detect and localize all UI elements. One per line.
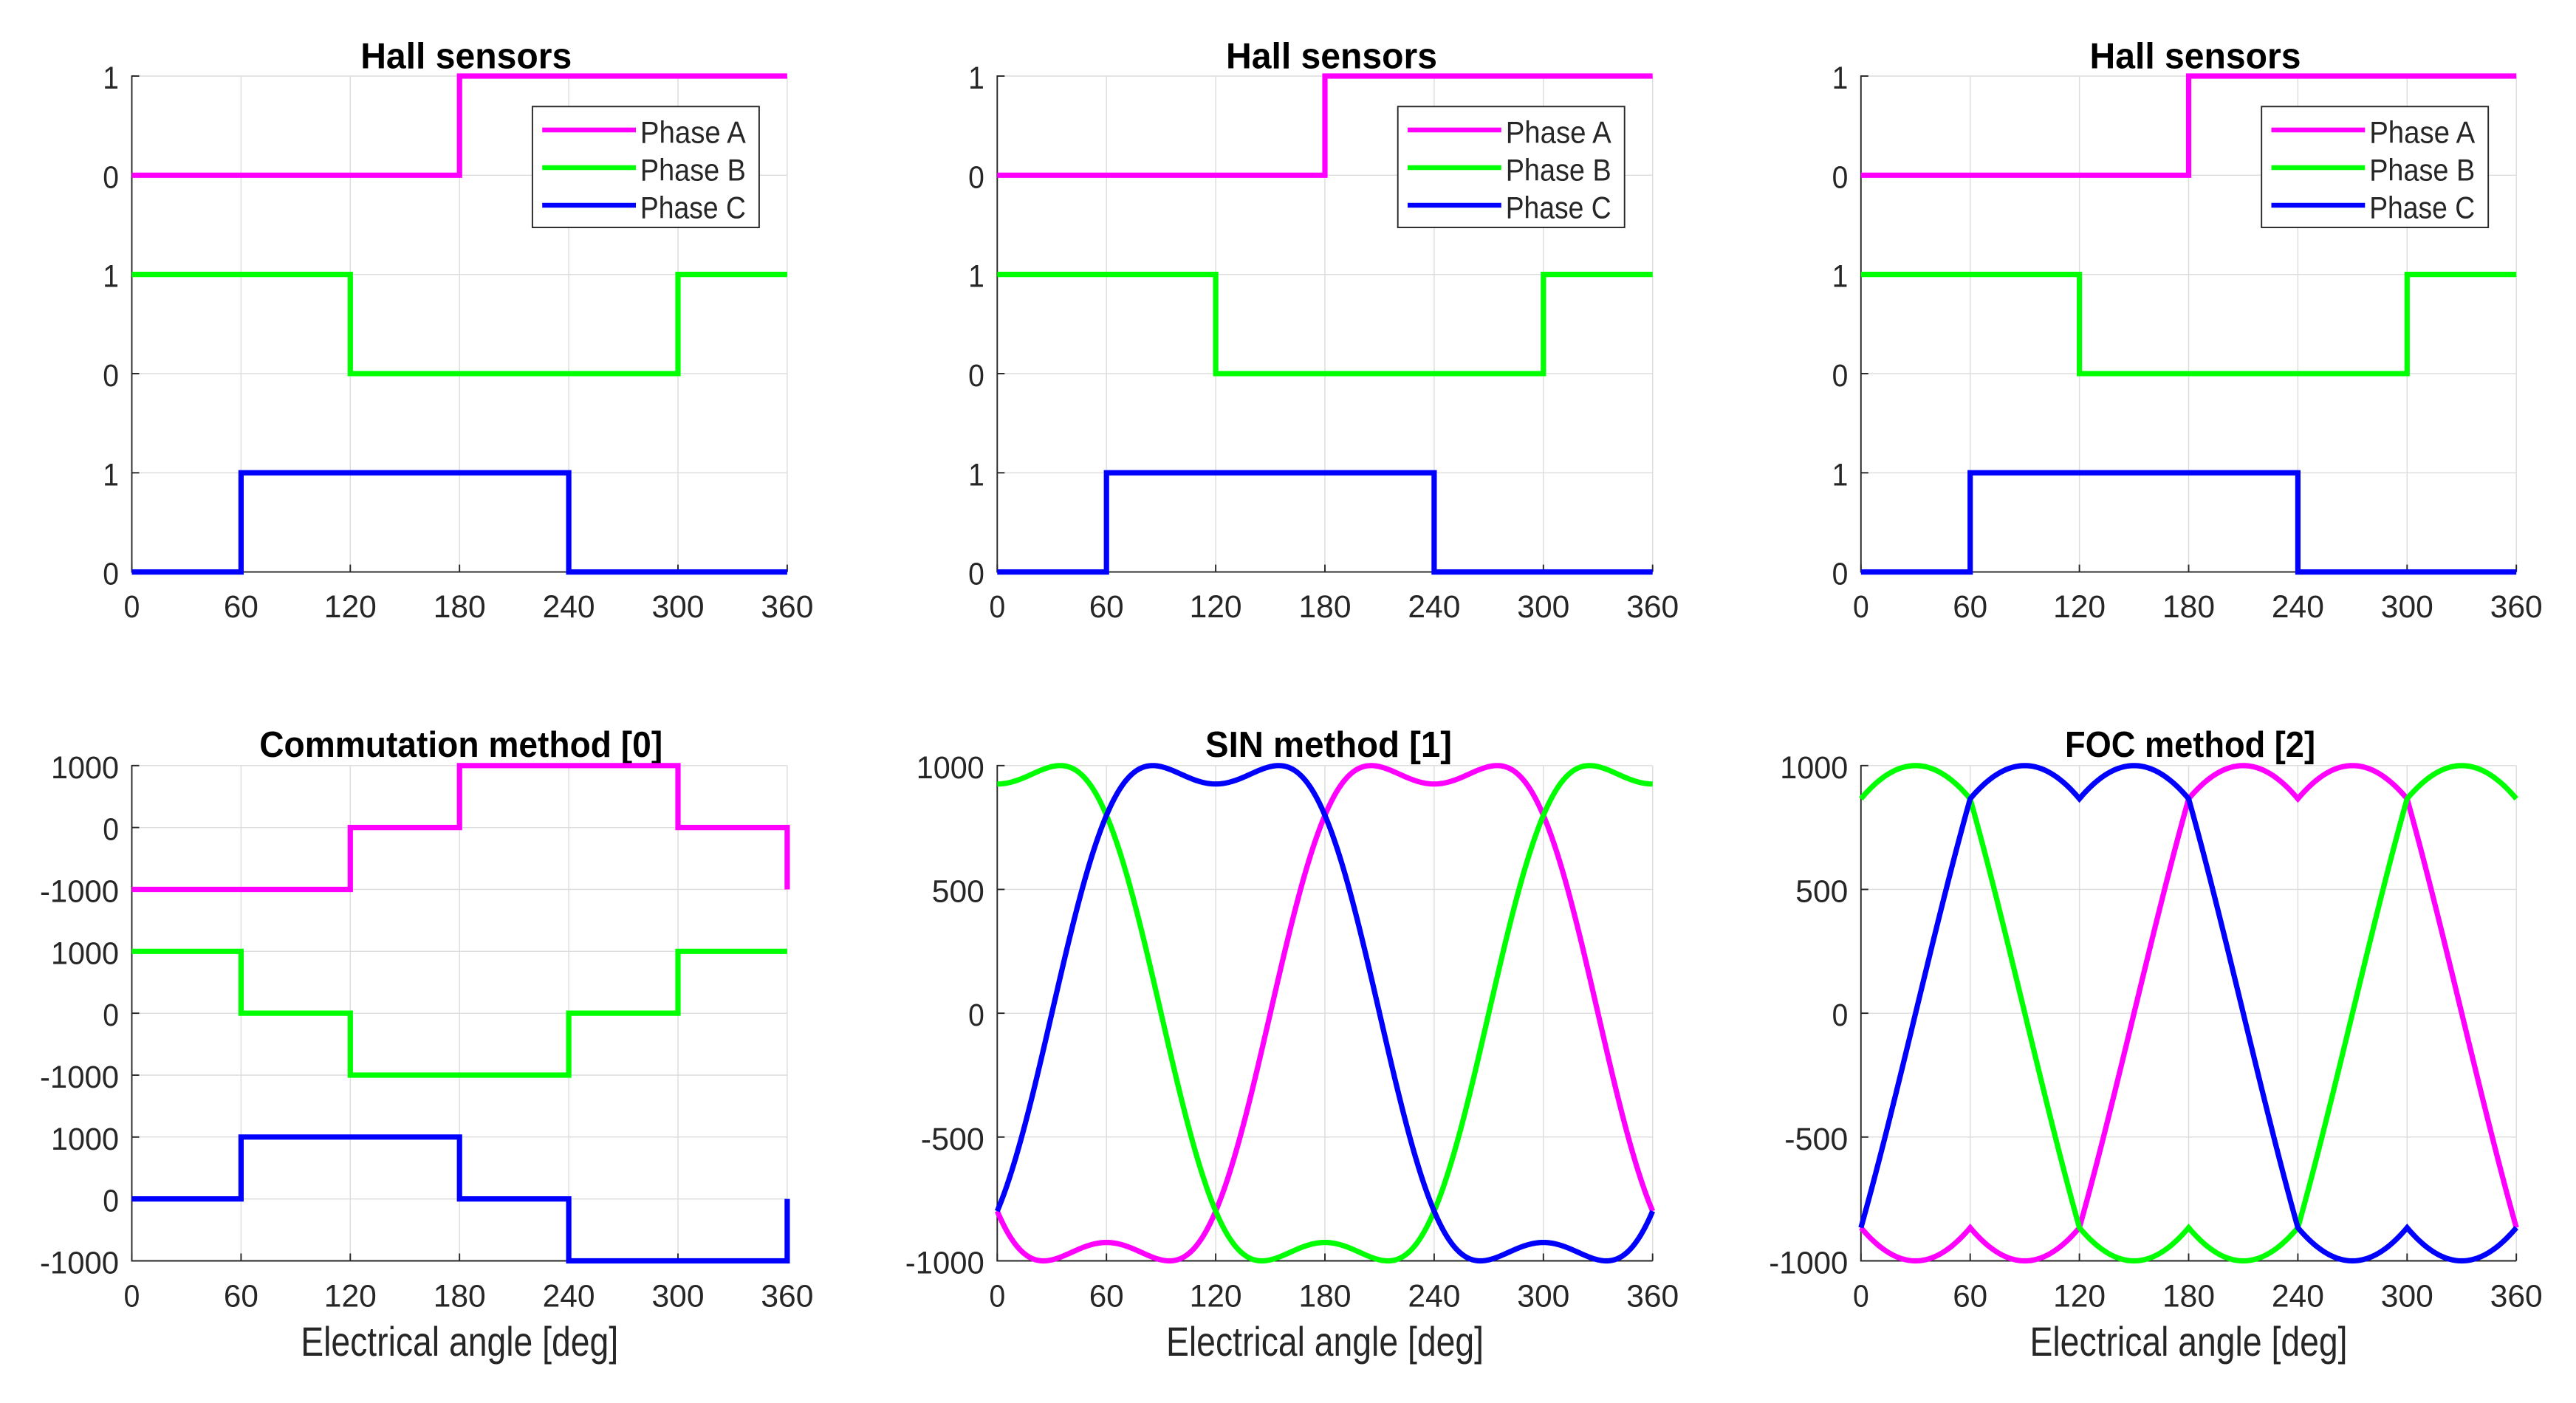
svg-text:500: 500 xyxy=(932,874,984,910)
svg-text:0: 0 xyxy=(103,1184,119,1219)
svg-text:300: 300 xyxy=(2381,589,2433,625)
svg-text:Phase C: Phase C xyxy=(2369,191,2475,225)
svg-text:360: 360 xyxy=(761,1279,813,1314)
svg-text:1000: 1000 xyxy=(51,750,119,786)
svg-text:0: 0 xyxy=(103,358,119,394)
svg-text:-500: -500 xyxy=(1784,1122,1848,1157)
svg-text:360: 360 xyxy=(761,589,813,625)
svg-text:1000: 1000 xyxy=(1780,750,1848,786)
svg-text:0: 0 xyxy=(103,998,119,1033)
svg-text:1000: 1000 xyxy=(51,936,119,971)
svg-text:Commutation method [0]: Commutation method [0] xyxy=(259,725,662,765)
svg-text:1: 1 xyxy=(103,259,119,295)
svg-text:120: 120 xyxy=(324,589,377,625)
svg-text:240: 240 xyxy=(1408,589,1460,625)
svg-text:-1000: -1000 xyxy=(1769,1246,1848,1281)
svg-text:Phase B: Phase B xyxy=(2369,153,2475,188)
svg-text:Hall sensors: Hall sensors xyxy=(360,37,572,77)
svg-text:-1000: -1000 xyxy=(40,874,119,910)
svg-text:Phase A: Phase A xyxy=(2369,115,2475,150)
svg-text:1: 1 xyxy=(1832,259,1849,295)
svg-text:300: 300 xyxy=(652,1279,705,1314)
svg-text:60: 60 xyxy=(1089,589,1124,625)
svg-text:0: 0 xyxy=(1832,159,1849,195)
svg-text:Phase B: Phase B xyxy=(1506,153,1611,188)
svg-text:300: 300 xyxy=(2381,1279,2433,1314)
svg-text:SIN method [1]: SIN method [1] xyxy=(1205,725,1452,765)
svg-text:60: 60 xyxy=(224,589,258,625)
svg-text:-500: -500 xyxy=(921,1122,984,1157)
svg-text:360: 360 xyxy=(2490,1279,2543,1314)
svg-text:0: 0 xyxy=(103,159,119,195)
svg-text:-1000: -1000 xyxy=(905,1246,984,1281)
svg-text:0: 0 xyxy=(1853,589,1869,625)
svg-text:0: 0 xyxy=(968,358,984,394)
svg-text:1000: 1000 xyxy=(51,1122,119,1157)
svg-text:Phase B: Phase B xyxy=(640,153,746,188)
svg-text:-1000: -1000 xyxy=(40,1246,119,1281)
svg-text:240: 240 xyxy=(1408,1279,1460,1314)
svg-text:60: 60 xyxy=(1953,589,1987,625)
svg-text:180: 180 xyxy=(434,589,486,625)
svg-text:180: 180 xyxy=(2162,1279,2215,1314)
svg-text:Hall sensors: Hall sensors xyxy=(2090,37,2301,77)
svg-text:60: 60 xyxy=(224,1279,258,1314)
svg-text:Hall sensors: Hall sensors xyxy=(1226,37,1437,77)
svg-text:240: 240 xyxy=(2272,1279,2324,1314)
svg-text:0: 0 xyxy=(989,589,1005,625)
svg-text:180: 180 xyxy=(2162,589,2215,625)
svg-text:180: 180 xyxy=(1299,589,1352,625)
svg-text:0: 0 xyxy=(124,589,140,625)
svg-text:0: 0 xyxy=(103,557,119,592)
svg-text:300: 300 xyxy=(652,589,705,625)
svg-text:120: 120 xyxy=(2053,1279,2106,1314)
svg-text:0: 0 xyxy=(968,998,984,1033)
svg-text:1: 1 xyxy=(968,61,984,96)
svg-text:0: 0 xyxy=(968,159,984,195)
svg-text:1: 1 xyxy=(1832,61,1849,96)
svg-text:FOC method [2]: FOC method [2] xyxy=(2065,725,2315,765)
svg-text:Phase A: Phase A xyxy=(1506,115,1611,150)
svg-text:0: 0 xyxy=(1853,1279,1869,1314)
svg-text:360: 360 xyxy=(2490,589,2543,625)
svg-text:240: 240 xyxy=(543,589,595,625)
svg-text:0: 0 xyxy=(989,1279,1005,1314)
svg-text:120: 120 xyxy=(2053,589,2106,625)
svg-text:1: 1 xyxy=(1832,457,1849,493)
svg-text:Electrical angle [deg]: Electrical angle [deg] xyxy=(301,1318,618,1365)
svg-text:500: 500 xyxy=(1795,874,1848,910)
svg-text:Phase A: Phase A xyxy=(640,115,746,150)
svg-text:240: 240 xyxy=(2272,589,2324,625)
svg-text:300: 300 xyxy=(1517,1279,1569,1314)
svg-text:1000: 1000 xyxy=(917,750,984,786)
svg-text:120: 120 xyxy=(1190,589,1242,625)
svg-text:1: 1 xyxy=(103,61,119,96)
svg-text:240: 240 xyxy=(543,1279,595,1314)
svg-text:0: 0 xyxy=(1832,358,1849,394)
svg-text:0: 0 xyxy=(1832,557,1849,592)
svg-text:120: 120 xyxy=(324,1279,377,1314)
svg-text:0: 0 xyxy=(1832,998,1849,1033)
svg-text:360: 360 xyxy=(1626,589,1679,625)
svg-text:360: 360 xyxy=(1626,1279,1679,1314)
svg-text:Electrical angle [deg]: Electrical angle [deg] xyxy=(2030,1318,2348,1365)
svg-text:120: 120 xyxy=(1190,1279,1242,1314)
svg-text:-1000: -1000 xyxy=(40,1060,119,1095)
svg-text:180: 180 xyxy=(434,1279,486,1314)
svg-text:Phase C: Phase C xyxy=(1506,191,1611,225)
svg-text:0: 0 xyxy=(103,812,119,848)
svg-text:180: 180 xyxy=(1299,1279,1352,1314)
svg-text:Phase C: Phase C xyxy=(640,191,746,225)
svg-text:300: 300 xyxy=(1517,589,1569,625)
svg-text:Electrical angle [deg]: Electrical angle [deg] xyxy=(1166,1318,1484,1365)
svg-text:0: 0 xyxy=(124,1279,140,1314)
svg-text:0: 0 xyxy=(968,557,984,592)
svg-text:60: 60 xyxy=(1089,1279,1124,1314)
svg-text:1: 1 xyxy=(103,457,119,493)
svg-text:1: 1 xyxy=(968,259,984,295)
svg-text:60: 60 xyxy=(1953,1279,1987,1314)
svg-text:1: 1 xyxy=(968,457,984,493)
